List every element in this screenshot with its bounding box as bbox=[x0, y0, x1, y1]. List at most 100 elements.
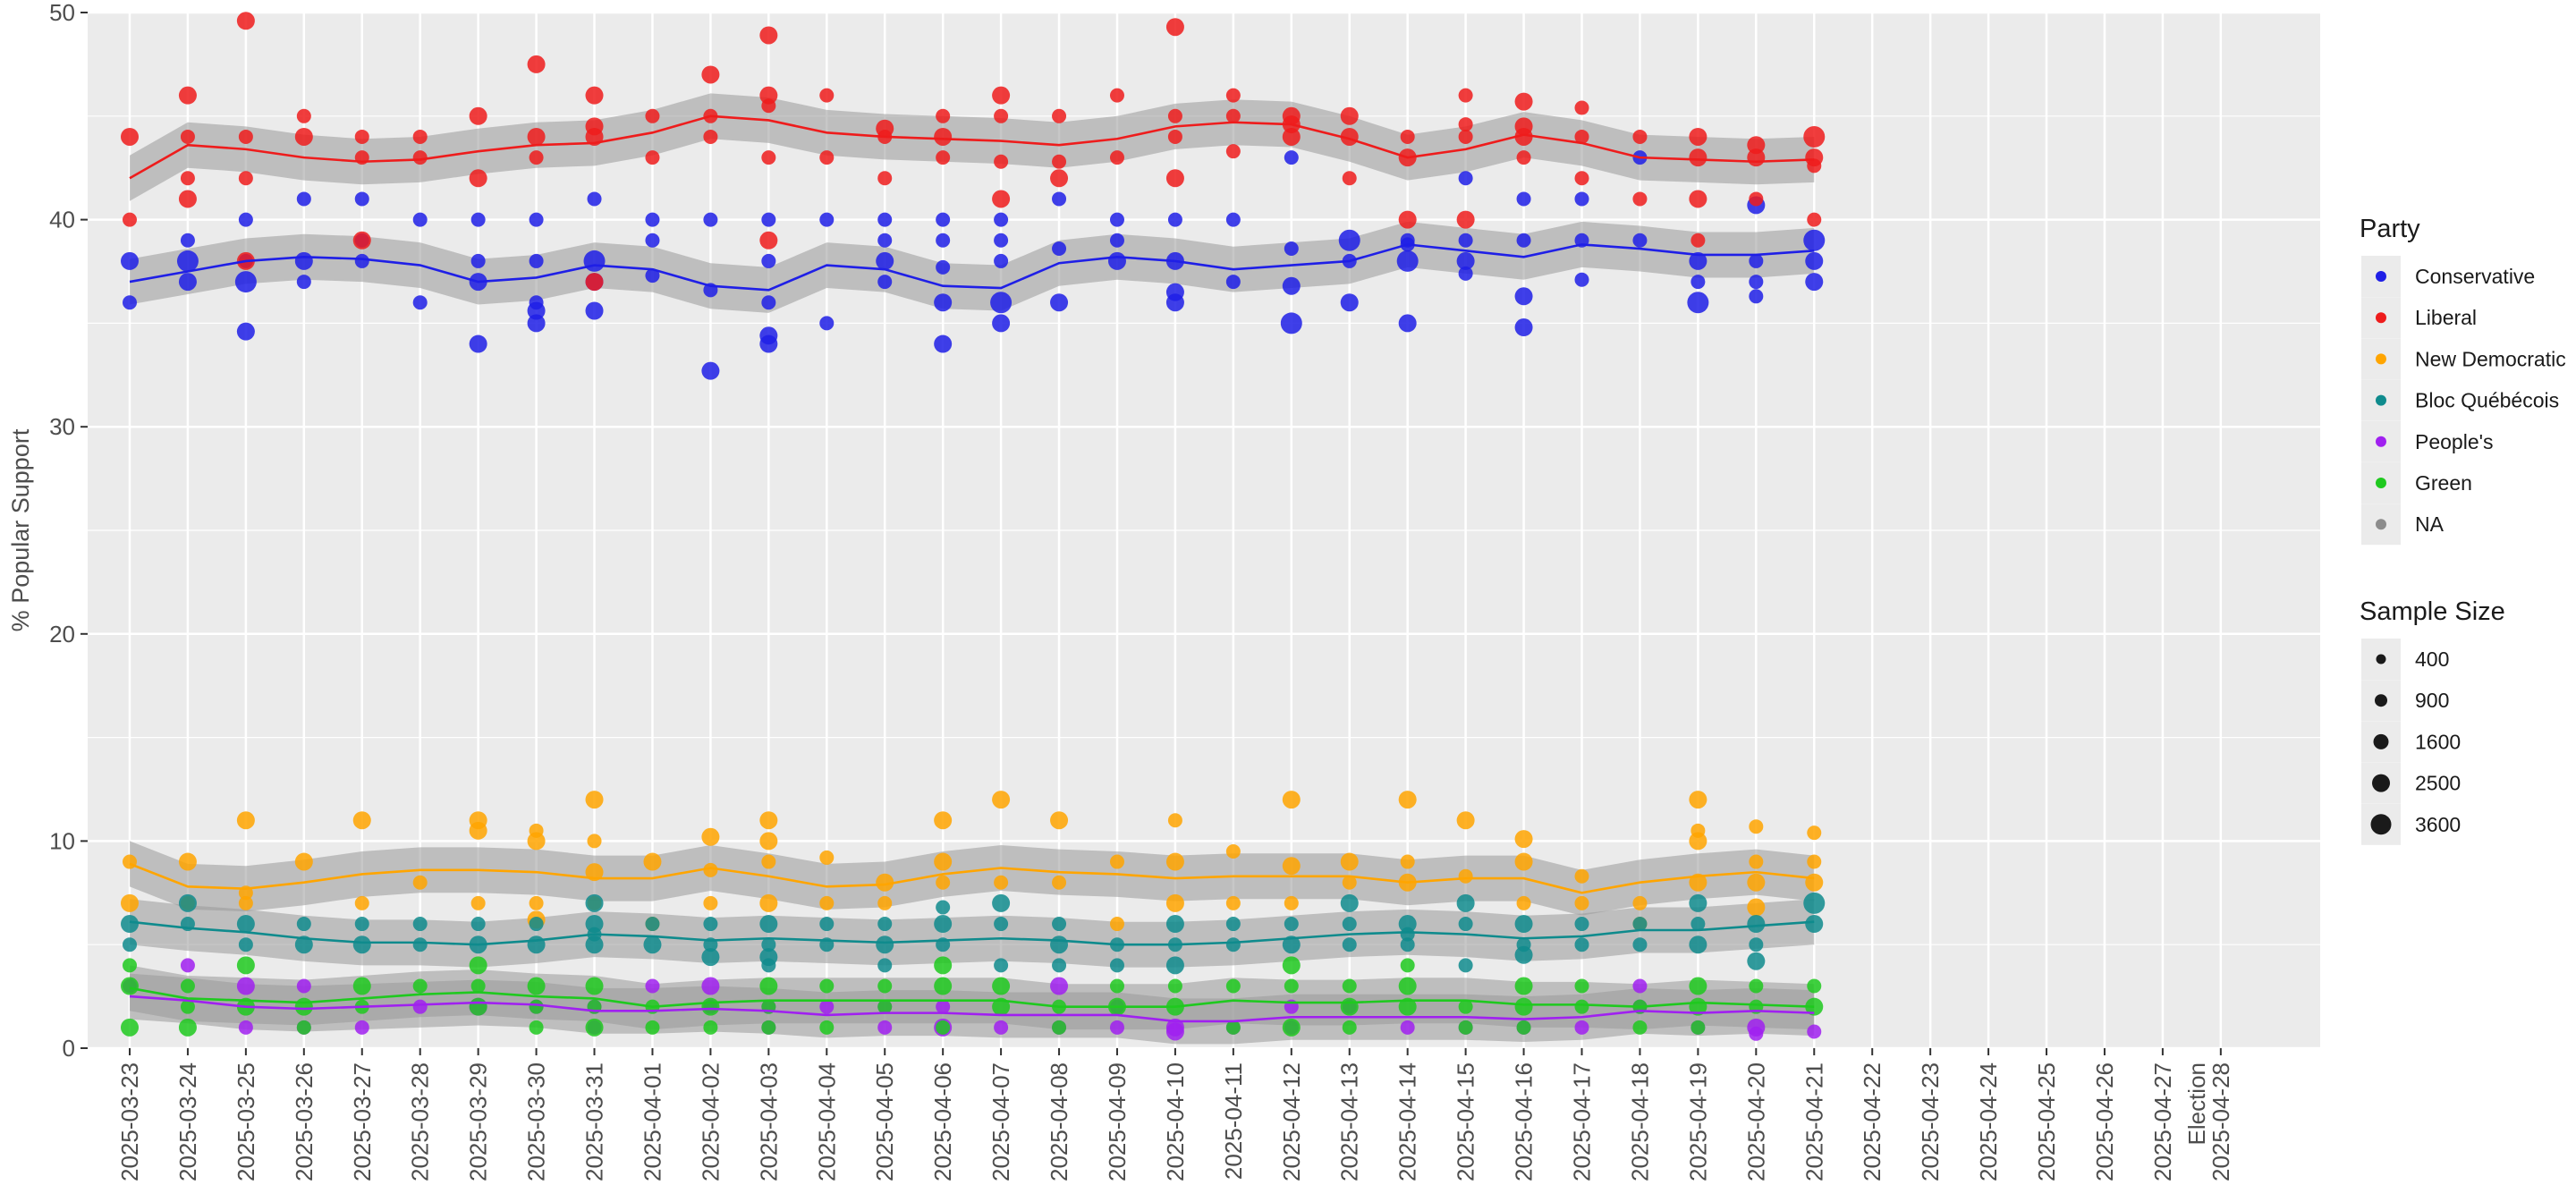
data-point bbox=[180, 171, 195, 186]
data-point bbox=[819, 1020, 835, 1035]
data-point bbox=[469, 334, 487, 353]
data-point bbox=[1574, 272, 1589, 287]
data-point bbox=[1282, 1018, 1301, 1037]
data-point bbox=[934, 811, 953, 830]
data-point bbox=[529, 999, 544, 1014]
data-point bbox=[877, 999, 893, 1014]
trend-line bbox=[129, 862, 1815, 894]
data-point bbox=[1398, 791, 1417, 809]
data-point bbox=[1458, 1020, 1473, 1035]
data-point bbox=[1284, 150, 1299, 165]
x-tick-label: 2025-04-15 bbox=[1453, 1062, 1479, 1181]
data-point bbox=[180, 978, 195, 994]
data-point bbox=[294, 852, 313, 871]
data-point bbox=[1052, 875, 1067, 890]
data-point bbox=[123, 212, 137, 227]
data-point bbox=[1400, 129, 1415, 144]
data-point bbox=[238, 171, 253, 186]
data-point bbox=[1803, 892, 1826, 914]
data-point bbox=[992, 977, 1011, 995]
x-tick-label: 2025-04-07 bbox=[987, 1062, 1014, 1181]
data-point bbox=[1514, 997, 1533, 1016]
data-point bbox=[934, 915, 953, 934]
y-tick-label: 20 bbox=[49, 621, 75, 648]
data-point bbox=[701, 827, 720, 846]
data-point bbox=[877, 275, 893, 290]
data-point bbox=[1574, 868, 1589, 884]
data-point bbox=[643, 935, 662, 954]
data-point bbox=[1167, 129, 1182, 144]
data-point bbox=[1458, 129, 1473, 144]
data-point bbox=[238, 212, 253, 227]
legend-swatch bbox=[2376, 271, 2386, 282]
data-point bbox=[1514, 92, 1533, 111]
data-point bbox=[470, 212, 486, 227]
data-point bbox=[1107, 251, 1126, 270]
data-point bbox=[819, 150, 835, 165]
data-point bbox=[992, 791, 1011, 809]
x-tick-label: 2025-04-06 bbox=[929, 1062, 956, 1181]
data-point bbox=[296, 275, 311, 290]
data-point bbox=[470, 253, 486, 268]
data-point bbox=[990, 292, 1013, 314]
x-tick-label: 2025-04-16 bbox=[1511, 1062, 1538, 1181]
data-point bbox=[529, 150, 544, 165]
data-point bbox=[585, 893, 604, 912]
data-point bbox=[1109, 88, 1124, 103]
data-point bbox=[1749, 191, 1764, 207]
data-point bbox=[1749, 253, 1764, 268]
data-point bbox=[236, 956, 255, 975]
data-point bbox=[1514, 318, 1533, 337]
confidence-band bbox=[130, 841, 1815, 916]
data-point bbox=[1807, 1024, 1822, 1039]
data-point bbox=[121, 251, 139, 270]
data-point bbox=[354, 129, 369, 144]
data-point bbox=[1456, 893, 1475, 912]
data-point bbox=[703, 895, 718, 910]
data-point bbox=[1340, 852, 1359, 871]
data-point bbox=[994, 958, 1009, 973]
data-point bbox=[1516, 895, 1531, 910]
data-point bbox=[1514, 852, 1533, 871]
data-point bbox=[992, 86, 1011, 105]
data-point bbox=[238, 1020, 253, 1035]
data-point bbox=[1514, 830, 1533, 849]
data-point bbox=[1165, 169, 1184, 188]
data-point bbox=[180, 129, 195, 144]
data-point bbox=[759, 811, 778, 830]
legend-label: People's bbox=[2415, 430, 2494, 453]
data-point bbox=[352, 231, 371, 250]
data-point bbox=[178, 190, 197, 208]
data-point bbox=[1052, 958, 1067, 973]
data-point bbox=[1458, 233, 1473, 248]
data-point bbox=[936, 875, 951, 890]
data-point bbox=[1749, 819, 1764, 834]
data-point bbox=[1458, 88, 1473, 103]
data-point bbox=[1747, 136, 1766, 155]
data-point bbox=[238, 129, 253, 144]
x-tick-label: 2025-04-03 bbox=[755, 1062, 782, 1181]
data-point bbox=[354, 1020, 369, 1035]
data-point bbox=[1398, 915, 1417, 934]
data-point bbox=[876, 251, 894, 270]
data-point bbox=[936, 1020, 951, 1035]
x-tick-label: 2025-03-26 bbox=[291, 1062, 318, 1181]
data-point bbox=[876, 935, 894, 954]
data-point bbox=[1400, 937, 1415, 952]
confidence-band bbox=[130, 221, 1815, 313]
legend-label: Liberal bbox=[2415, 306, 2477, 329]
data-point bbox=[992, 997, 1011, 1016]
data-point bbox=[529, 895, 544, 910]
data-point bbox=[1458, 999, 1473, 1014]
data-point bbox=[178, 273, 197, 292]
data-point bbox=[1225, 144, 1241, 159]
trend-line bbox=[129, 995, 1815, 1023]
data-point bbox=[1456, 210, 1475, 229]
x-axis: 2025-03-23 2025-03-24 2025-03-25 2025-03-26… bbox=[116, 1048, 2234, 1181]
data-point bbox=[1225, 212, 1241, 227]
data-point bbox=[934, 127, 953, 146]
data-point bbox=[936, 259, 951, 275]
data-point bbox=[1167, 108, 1182, 123]
data-point bbox=[761, 98, 776, 114]
